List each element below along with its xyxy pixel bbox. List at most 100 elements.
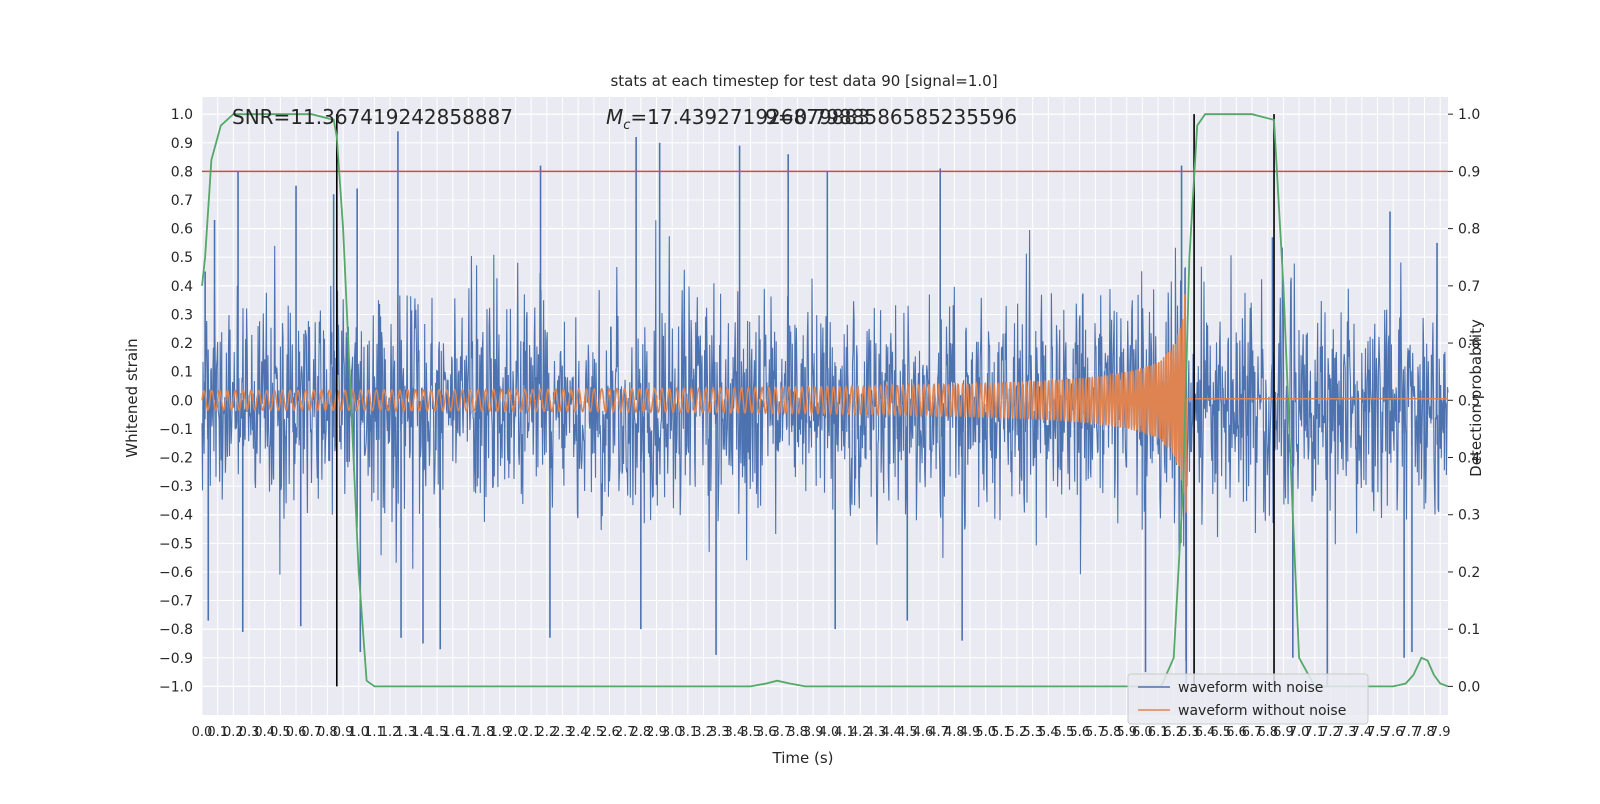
x-tick-label: 5.8: [1101, 725, 1122, 740]
x-tick-label: 4.2: [850, 725, 871, 740]
x-tick-label: 3.6: [756, 725, 777, 740]
x-tick-label: 6.1: [1148, 725, 1169, 740]
y-tick-label: 0.9: [171, 136, 193, 152]
x-tick-label: 4.4: [881, 725, 902, 740]
x-tick-label: 0.8: [317, 725, 338, 740]
x-tick-label: 2.7: [615, 725, 636, 740]
y-tick-label: −1.0: [159, 679, 193, 695]
y2-tick-label: 0.0: [1458, 679, 1480, 695]
x-tick-label: 4.9: [960, 725, 981, 740]
x-tick-label: 5.9: [1116, 725, 1137, 740]
x-tick-label: 2.4: [568, 725, 589, 740]
y-tick-label: 0.5: [171, 250, 193, 266]
x-tick-label: 5.1: [991, 725, 1012, 740]
x-tick-label: 1.4: [411, 725, 432, 740]
x-tick-label: 7.6: [1383, 725, 1404, 740]
legend-label-noise: waveform with noise: [1178, 680, 1323, 696]
y-tick-label: 0.2: [171, 336, 193, 352]
y-tick-label: 1.0: [171, 107, 193, 123]
x-tick-label: 1.7: [458, 725, 479, 740]
x-tick-label: 4.5: [897, 725, 918, 740]
y-tick-label: −0.8: [159, 622, 193, 638]
x-tick-label: 2.2: [536, 725, 557, 740]
legend-label-clean: waveform without noise: [1178, 703, 1346, 719]
x-tick-label: 4.0: [819, 725, 840, 740]
x-tick-label: 0.6: [286, 725, 307, 740]
x-tick-label: 5.6: [1069, 725, 1090, 740]
y2-tick-label: 0.3: [1458, 508, 1480, 524]
y-tick-label: −0.5: [159, 536, 193, 552]
x-tick-label: 7.9: [1430, 725, 1451, 740]
chirp-mass-value: =17.439271926879883: [630, 105, 869, 129]
overlap-annotation: 9=0.7988586585235596: [765, 105, 1017, 129]
y2-tick-label: 0.1: [1458, 622, 1480, 638]
y2-tick-label: 1.0: [1458, 107, 1480, 123]
x-tick-label: 3.1: [678, 725, 699, 740]
x-tick-label: 7.1: [1304, 725, 1325, 740]
y-tick-label: 0.1: [171, 365, 193, 381]
axis-ticks: 0.00.10.20.30.40.50.60.70.80.91.01.11.21…: [159, 107, 1480, 740]
x-tick-label: 7.3: [1336, 725, 1357, 740]
x-tick-label: 7.2: [1320, 725, 1341, 740]
legend: waveform with noise waveform without noi…: [1127, 673, 1369, 725]
y-tick-label: −0.7: [159, 594, 193, 610]
x-tick-label: 7.8: [1414, 725, 1435, 740]
x-tick-label: 4.6: [913, 725, 934, 740]
x-tick-label: 6.7: [1242, 725, 1263, 740]
x-tick-label: 7.0: [1289, 725, 1310, 740]
x-tick-label: 3.3: [709, 725, 730, 740]
legend-box: [1127, 673, 1369, 725]
x-tick-label: 4.8: [944, 725, 965, 740]
x-tick-label: 0.7: [301, 725, 322, 740]
y-tick-label: 0.7: [171, 193, 193, 209]
x-tick-label: 1.8: [474, 725, 495, 740]
y-tick-label: 0.8: [171, 164, 193, 180]
x-tick-label: 0.1: [207, 725, 228, 740]
reference-lines: [202, 114, 1448, 687]
x-tick-label: 1.2: [380, 725, 401, 740]
x-tick-label: 6.0: [1132, 725, 1153, 740]
x-tick-label: 0.5: [270, 725, 291, 740]
y2-tick-label: 0.5: [1458, 393, 1480, 409]
x-tick-label: 1.9: [489, 725, 510, 740]
x-tick-label: 6.9: [1273, 725, 1294, 740]
chart-title: stats at each timestep for test data 90 …: [610, 72, 997, 90]
y-tick-label: −0.6: [159, 565, 193, 581]
y-tick-label: −0.2: [159, 451, 193, 467]
y2-tick-label: 0.4: [1458, 451, 1480, 467]
x-tick-label: 3.0: [662, 725, 683, 740]
series-detection-probability: [201, 113, 1449, 688]
y-tick-label: 0.6: [171, 222, 193, 238]
x-tick-label: 3.9: [803, 725, 824, 740]
x-tick-label: 0.2: [223, 725, 244, 740]
x-tick-label: 3.4: [725, 725, 746, 740]
x-tick-label: 2.1: [521, 725, 542, 740]
x-tick-label: 5.4: [1038, 725, 1059, 740]
x-tick-label: 0.4: [254, 725, 275, 740]
x-tick-label: 3.2: [693, 725, 714, 740]
x-tick-label: 6.6: [1226, 725, 1247, 740]
x-tick-label: 5.0: [975, 725, 996, 740]
y-tick-label: 0.4: [171, 279, 193, 295]
x-tick-label: 1.6: [442, 725, 463, 740]
x-tick-label: 0.3: [239, 725, 260, 740]
x-tick-label: 4.1: [834, 725, 855, 740]
x-tick-label: 4.3: [866, 725, 887, 740]
y2-tick-label: 0.9: [1458, 164, 1480, 180]
x-tick-label: 7.4: [1351, 725, 1372, 740]
chirp-trace: [201, 294, 1448, 513]
x-tick-label: 6.4: [1195, 725, 1216, 740]
x-tick-label: 1.5: [427, 725, 448, 740]
y-tick-label: 0.0: [171, 393, 193, 409]
x-tick-label: 0.0: [192, 725, 213, 740]
x-tick-label: 1.1: [364, 725, 385, 740]
chirp-mass-annotation: Mc=17.439271926879883: [606, 105, 870, 133]
y-tick-label: −0.4: [159, 508, 193, 524]
x-tick-label: 7.7: [1398, 725, 1419, 740]
x-tick-label: 2.0: [505, 725, 526, 740]
series-waveform-with-noise: [201, 131, 1449, 687]
y2-tick-label: 0.7: [1458, 279, 1480, 295]
x-tick-label: 5.2: [1007, 725, 1028, 740]
